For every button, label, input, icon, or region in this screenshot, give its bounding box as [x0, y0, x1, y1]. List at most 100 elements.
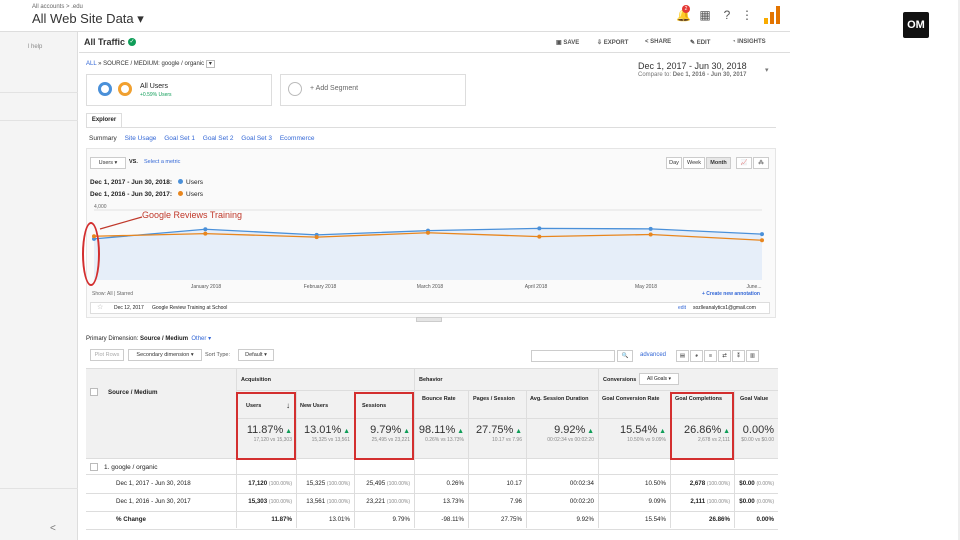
verified-shield-icon: ✓ — [128, 38, 136, 46]
property-selector[interactable]: All Web Site Data ▾ — [32, 11, 144, 26]
edit-button[interactable]: ✎ EDIT — [690, 40, 711, 46]
row-divider — [86, 474, 778, 475]
annotation-edit-link[interactable]: edit — [678, 305, 687, 311]
date-range-picker[interactable]: Dec 1, 2017 - Jun 30, 2018 — [638, 61, 747, 71]
data-point[interactable] — [760, 232, 764, 237]
row-value: 2,111 (100.00%) — [670, 498, 730, 505]
data-point[interactable] — [426, 230, 430, 235]
col-header-new-users[interactable]: New Users — [300, 403, 329, 409]
create-annotation-link[interactable]: + Create new annotation — [702, 291, 760, 297]
secondary-dimension-select[interactable]: Secondary dimension ▾ — [128, 349, 202, 361]
breadcrumb-all-link[interactable]: ALL — [86, 61, 97, 67]
col-header-goal-conv-rate[interactable]: Goal Conversion Rate — [602, 396, 660, 402]
apps-grid-icon[interactable]: ▦ — [699, 8, 711, 22]
col-header-pages-session[interactable]: Pages / Session — [473, 396, 515, 402]
star-icon[interactable]: ☆ — [97, 304, 104, 311]
row-value-main: 13,561 — [306, 498, 326, 505]
term-cloud-icon[interactable]: ⁑ — [732, 350, 745, 362]
row-value: 9.79% — [354, 516, 410, 523]
month-button[interactable]: Month — [706, 157, 731, 169]
annotation-filter[interactable]: Show: All | Starred — [92, 291, 134, 297]
row-value-main: 15.54% — [645, 516, 666, 523]
row-value-main: 2,111 — [690, 498, 706, 505]
row-value: -98.11% — [414, 516, 464, 523]
data-point[interactable] — [760, 238, 764, 243]
comparison-view-icon[interactable]: ⇄ — [718, 350, 731, 362]
line-chart-icon[interactable]: 📈 — [736, 157, 752, 169]
col-divider — [468, 390, 469, 528]
goals-select[interactable]: All Goals ▾ — [639, 373, 679, 385]
col-header-goal-completions[interactable]: Goal Completions — [675, 396, 723, 402]
metric-select[interactable]: Users ▾ — [90, 157, 126, 169]
subtab-summary[interactable]: Summary — [89, 135, 117, 142]
pie-view-icon[interactable]: ◕ — [690, 350, 703, 362]
row-value: 15.54% — [598, 516, 666, 523]
breadcrumb-dropdown-icon[interactable]: ▾ — [205, 60, 215, 68]
motion-chart-icon[interactable]: ⁂ — [753, 157, 769, 169]
data-point[interactable] — [203, 227, 208, 232]
row-value-main: 0.00% — [756, 516, 774, 523]
collapse-chevron-icon[interactable]: < — [50, 523, 56, 534]
subtab-ecommerce[interactable]: Ecommerce — [279, 135, 315, 142]
sort-arrow-icon[interactable]: ↓ — [286, 401, 290, 410]
row-checkbox[interactable] — [90, 463, 98, 471]
primary-dimension-value[interactable]: Source / Medium — [140, 336, 189, 342]
more-vert-icon[interactable]: ⋮ — [741, 8, 753, 22]
data-point[interactable] — [648, 232, 653, 237]
subtab-goal-set-2[interactable]: Goal Set 2 — [202, 135, 234, 142]
data-point[interactable] — [203, 231, 208, 236]
col-header-source-medium[interactable]: Source / Medium — [108, 389, 158, 396]
tab-explorer[interactable]: Explorer — [86, 113, 122, 127]
subtab-site-usage[interactable]: Site Usage — [124, 135, 157, 142]
data-point[interactable] — [314, 235, 319, 240]
col-divider — [526, 390, 527, 528]
day-button[interactable]: Day — [666, 157, 682, 169]
row-label: Dec 1, 2017 - Jun 30, 2018 — [116, 480, 191, 487]
row-value: 0.26% — [414, 480, 464, 487]
sort-type-select[interactable]: Default ▾ — [238, 349, 274, 361]
export-button[interactable]: ⇩ EXPORT — [597, 40, 629, 46]
annotation-row[interactable] — [90, 302, 770, 314]
chart-resize-handle[interactable] — [416, 317, 442, 322]
data-point[interactable] — [648, 226, 653, 231]
col-header-sessions[interactable]: Sessions — [362, 403, 387, 409]
subtab-goal-set-3[interactable]: Goal Set 3 — [241, 135, 273, 142]
pivot-view-icon[interactable]: ▥ — [746, 350, 759, 362]
select-all-checkbox[interactable] — [90, 388, 98, 396]
data-point[interactable] — [537, 226, 542, 231]
sidebar-help[interactable]: l help — [28, 44, 43, 50]
search-icon[interactable]: 🔍 — [617, 350, 633, 362]
col-header-bounce-rate[interactable]: Bounce Rate — [422, 396, 456, 402]
insights-button[interactable]: ◔ INSIGHTS — [732, 39, 766, 45]
share-button[interactable]: < SHARE — [645, 39, 672, 45]
add-segment-box[interactable] — [280, 74, 466, 106]
segment-all-users[interactable] — [86, 74, 272, 106]
row-value: 26.86% — [670, 516, 730, 523]
share-label: SHARE — [650, 39, 672, 45]
table-view-icon[interactable]: ▤ — [676, 350, 689, 362]
advanced-filter-link[interactable]: advanced — [640, 352, 667, 358]
table-search-input[interactable] — [531, 350, 615, 362]
account-breadcrumb[interactable]: All accounts > .edu — [32, 4, 83, 10]
save-button[interactable]: ▣ SAVE — [556, 40, 580, 46]
performance-view-icon[interactable]: ≡ — [704, 350, 717, 362]
data-point[interactable] — [537, 234, 542, 239]
help-icon[interactable]: ? — [723, 8, 731, 22]
row-source-medium[interactable]: 1. google / organic — [104, 464, 158, 471]
other-dimension-link[interactable]: Other ▾ — [191, 336, 212, 342]
select-metric-link[interactable]: Select a metric — [144, 159, 181, 165]
col-header-goal-value[interactable]: Goal Value — [740, 396, 769, 402]
up-arrow-icon: ▲ — [587, 428, 594, 435]
subtab-goal-set-1[interactable]: Goal Set 1 — [164, 135, 195, 142]
col-header-avg-duration[interactable]: Avg. Session Duration — [530, 396, 589, 402]
primary-dimension-label: Primary Dimension: — [86, 336, 139, 342]
sort-type-label: Sort Type: — [205, 352, 230, 358]
sidebar-divider — [0, 488, 78, 489]
total-sub: 10.17 vs 7.96 — [491, 437, 522, 443]
week-button[interactable]: Week — [683, 157, 705, 169]
date-dropdown-icon[interactable]: ▾ — [765, 67, 769, 74]
col-header-users[interactable]: Users — [246, 403, 262, 409]
legend-current-label: Dec 1, 2017 - Jun 30, 2018: — [90, 179, 173, 186]
plot-rows-button[interactable]: Plot Rows — [90, 349, 124, 361]
legend-previous-series: Users — [186, 191, 204, 198]
